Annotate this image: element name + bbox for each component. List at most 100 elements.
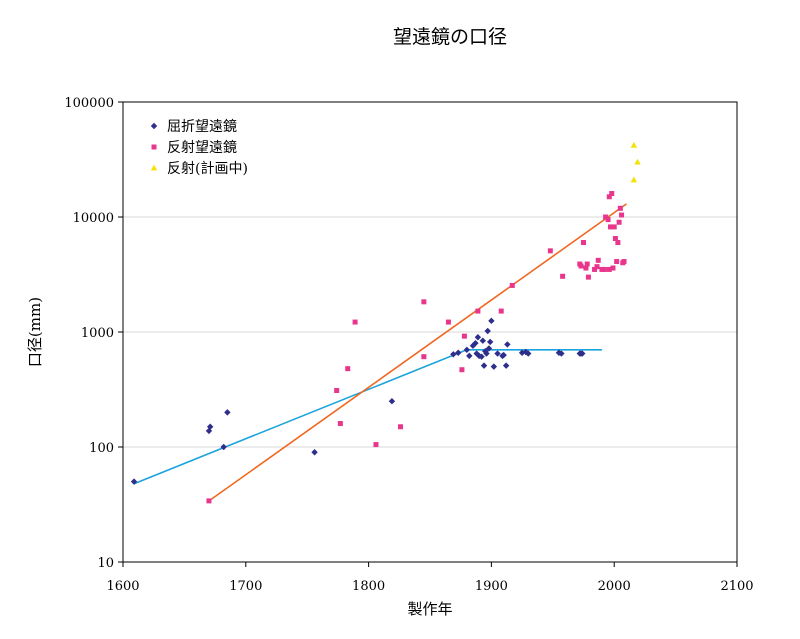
data-point: [421, 354, 427, 360]
data-point: [518, 349, 526, 356]
data-point: [581, 240, 586, 246]
x-tick-label: 1800: [352, 579, 385, 594]
data-point: [630, 176, 638, 183]
x-tick-label: 2100: [720, 579, 753, 594]
data-point: [485, 345, 493, 352]
data-point: [578, 263, 584, 269]
data-points: [130, 141, 641, 504]
data-point: [547, 248, 553, 254]
data-point: [621, 259, 627, 265]
data-point: [206, 498, 212, 504]
x-tick-label: 1900: [475, 579, 508, 594]
data-point: [504, 341, 511, 348]
trendline: [208, 203, 627, 502]
data-point: [398, 424, 404, 430]
data-point: [130, 478, 138, 485]
data-point: [455, 349, 462, 356]
data-point: [610, 265, 616, 271]
data-point: [616, 219, 622, 225]
data-point: [459, 367, 465, 373]
gridlines: [123, 216, 737, 448]
data-point: [475, 308, 481, 314]
data-point: [486, 338, 494, 346]
data-point: [601, 266, 607, 272]
legend-label: 反射(計画中): [167, 161, 248, 177]
y-axis-title: 口径(mm): [26, 297, 44, 367]
data-point: [224, 409, 231, 416]
data-point: [474, 334, 482, 341]
x-axis-title: 製作年: [407, 600, 452, 618]
data-point: [608, 224, 614, 230]
data-point: [490, 363, 498, 370]
data-point: [509, 282, 515, 288]
data-point: [494, 350, 501, 357]
data-point: [606, 194, 612, 200]
trendline: [133, 348, 602, 485]
legend-marker: [150, 164, 158, 171]
y-axis: 10 100 1000 10000 100000: [64, 96, 123, 571]
x-tick-label: 2000: [598, 579, 631, 594]
data-point: [603, 214, 609, 220]
data-point: [592, 266, 598, 272]
data-point: [558, 350, 565, 357]
data-point: [478, 353, 485, 360]
data-point: [352, 319, 358, 325]
y-tick-label: 100000: [64, 96, 114, 111]
data-point: [388, 398, 396, 405]
data-point: [206, 423, 214, 430]
data-point: [498, 308, 504, 314]
x-tick-label: 1600: [106, 579, 139, 594]
data-point: [583, 265, 589, 271]
data-point: [461, 333, 467, 339]
data-point: [445, 319, 451, 325]
data-point: [579, 350, 586, 357]
legend-label: 屈折望遠鏡: [167, 119, 237, 135]
x-tick-label: 1700: [229, 579, 262, 594]
data-point: [311, 449, 318, 456]
data-point: [483, 350, 490, 357]
data-point: [595, 257, 601, 263]
data-point: [345, 366, 351, 372]
data-point: [337, 421, 343, 427]
data-point: [605, 217, 611, 223]
data-point: [500, 351, 507, 359]
data-point: [611, 224, 617, 230]
data-point: [585, 274, 591, 280]
y-tick-label: 10000: [73, 211, 114, 226]
data-point: [450, 351, 457, 358]
y-tick-label: 100: [89, 441, 114, 456]
legend-marker: [150, 122, 158, 130]
data-point: [525, 350, 532, 357]
data-point: [479, 337, 487, 344]
data-point: [480, 362, 488, 369]
data-point: [630, 141, 638, 148]
data-point: [472, 339, 479, 347]
data-point: [466, 352, 473, 360]
x-axis: 1600 1700 1800 1900 2000 2100: [106, 562, 754, 594]
data-point: [606, 266, 612, 272]
data-point: [484, 327, 491, 335]
data-point: [463, 346, 471, 354]
y-tick-label: 10: [97, 556, 114, 571]
data-point: [220, 443, 227, 451]
y-tick-label: 1000: [81, 326, 114, 341]
data-point: [634, 158, 641, 165]
data-point: [584, 261, 590, 267]
data-point: [373, 442, 379, 448]
data-point: [522, 348, 529, 356]
data-point: [617, 205, 623, 211]
data-point: [594, 264, 600, 270]
legend-marker: [151, 144, 157, 150]
data-point: [619, 212, 625, 218]
data-point: [334, 387, 340, 393]
data-point: [612, 236, 618, 242]
data-point: [555, 349, 563, 356]
legend-label: 反射望遠鏡: [167, 140, 237, 156]
data-point: [614, 259, 620, 265]
chart-title: 望遠鏡の口径: [393, 26, 507, 48]
data-point: [609, 191, 615, 197]
data-point: [488, 317, 495, 325]
data-point: [421, 299, 427, 305]
